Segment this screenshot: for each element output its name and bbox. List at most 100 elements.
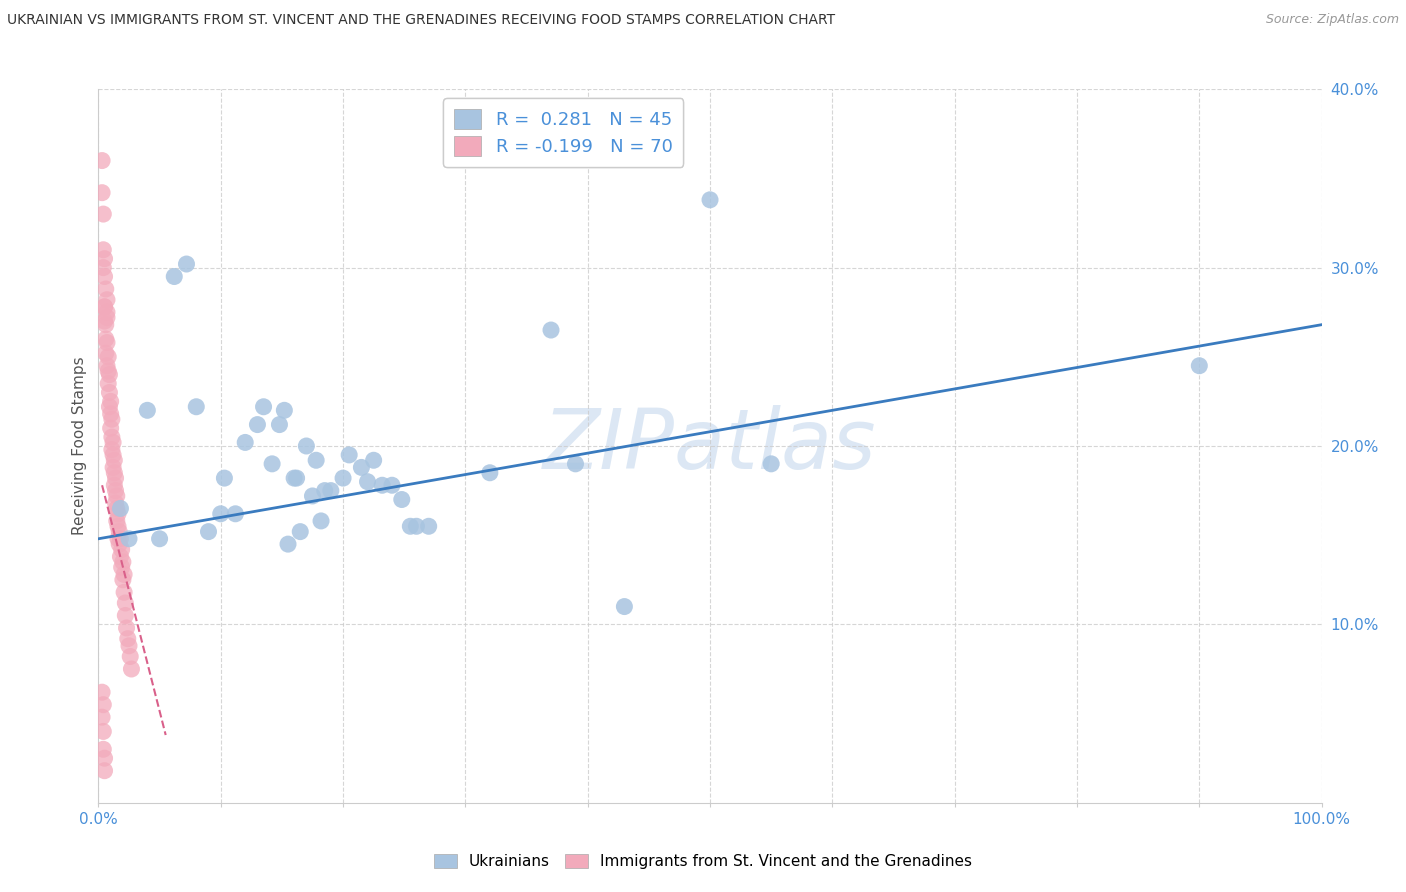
Point bbox=[100, 407, 122, 421]
Point bbox=[285, 471, 308, 485]
Text: ZIPatlas: ZIPatlas bbox=[543, 406, 877, 486]
Point bbox=[91, 724, 114, 739]
Point bbox=[350, 460, 373, 475]
Point bbox=[101, 460, 124, 475]
Point bbox=[91, 186, 114, 200]
Point bbox=[110, 532, 132, 546]
Point bbox=[381, 478, 404, 492]
Point bbox=[111, 573, 134, 587]
Point bbox=[418, 519, 440, 533]
Point bbox=[94, 332, 117, 346]
Point bbox=[1188, 359, 1211, 373]
Point bbox=[363, 453, 385, 467]
Point bbox=[262, 457, 284, 471]
Point bbox=[111, 560, 134, 574]
Point bbox=[269, 417, 291, 432]
Y-axis label: Receiving Food Stamps: Receiving Food Stamps bbox=[72, 357, 87, 535]
Point bbox=[309, 514, 332, 528]
Point bbox=[101, 435, 124, 450]
Point bbox=[233, 435, 256, 450]
Point bbox=[112, 585, 135, 599]
Point bbox=[163, 269, 186, 284]
Point bbox=[118, 639, 141, 653]
Point bbox=[136, 403, 159, 417]
Point bbox=[252, 400, 274, 414]
Point bbox=[110, 549, 132, 564]
Point bbox=[93, 300, 115, 314]
Point bbox=[114, 596, 136, 610]
Point bbox=[332, 471, 354, 485]
Point bbox=[295, 439, 318, 453]
Point bbox=[91, 710, 114, 724]
Point bbox=[97, 350, 120, 364]
Point bbox=[101, 448, 124, 462]
Point bbox=[305, 453, 328, 467]
Point bbox=[107, 532, 129, 546]
Point bbox=[209, 507, 232, 521]
Point bbox=[283, 471, 305, 485]
Point bbox=[111, 555, 134, 569]
Point bbox=[290, 524, 312, 539]
Point bbox=[115, 621, 138, 635]
Point bbox=[98, 385, 121, 400]
Point bbox=[93, 269, 115, 284]
Point bbox=[91, 153, 114, 168]
Point bbox=[371, 478, 394, 492]
Legend: R =  0.281   N = 45, R = -0.199   N = 70: R = 0.281 N = 45, R = -0.199 N = 70 bbox=[443, 98, 683, 167]
Point bbox=[197, 524, 219, 539]
Point bbox=[314, 483, 336, 498]
Point bbox=[91, 698, 114, 712]
Point bbox=[101, 412, 124, 426]
Point bbox=[478, 466, 501, 480]
Point bbox=[613, 599, 636, 614]
Text: UKRAINIAN VS IMMIGRANTS FROM ST. VINCENT AND THE GRENADINES RECEIVING FOOD STAMP: UKRAINIAN VS IMMIGRANTS FROM ST. VINCENT… bbox=[7, 13, 835, 28]
Point bbox=[186, 400, 208, 414]
Legend: Ukrainians, Immigrants from St. Vincent and the Grenadines: Ukrainians, Immigrants from St. Vincent … bbox=[427, 848, 979, 875]
Point bbox=[107, 519, 129, 533]
Point bbox=[94, 282, 117, 296]
Point bbox=[117, 632, 139, 646]
Point bbox=[101, 442, 124, 457]
Point bbox=[93, 252, 115, 266]
Point bbox=[246, 417, 269, 432]
Text: Source: ZipAtlas.com: Source: ZipAtlas.com bbox=[1265, 13, 1399, 27]
Point bbox=[103, 453, 125, 467]
Point bbox=[91, 260, 114, 275]
Point bbox=[104, 483, 127, 498]
Point bbox=[761, 457, 783, 471]
Point bbox=[176, 257, 198, 271]
Point bbox=[699, 193, 721, 207]
Point bbox=[96, 305, 118, 319]
Point bbox=[118, 532, 141, 546]
Point bbox=[399, 519, 422, 533]
Point bbox=[120, 662, 142, 676]
Point bbox=[96, 293, 118, 307]
Point bbox=[104, 471, 127, 485]
Point bbox=[107, 507, 129, 521]
Point bbox=[98, 400, 121, 414]
Point bbox=[100, 394, 122, 409]
Point bbox=[108, 524, 131, 539]
Point bbox=[114, 608, 136, 623]
Point bbox=[93, 764, 115, 778]
Point bbox=[564, 457, 586, 471]
Point bbox=[96, 335, 118, 350]
Point bbox=[105, 514, 128, 528]
Point bbox=[97, 376, 120, 391]
Point bbox=[277, 537, 299, 551]
Point bbox=[91, 742, 114, 756]
Point bbox=[104, 496, 127, 510]
Point bbox=[405, 519, 427, 533]
Point bbox=[93, 314, 115, 328]
Point bbox=[110, 501, 132, 516]
Point bbox=[391, 492, 413, 507]
Point bbox=[96, 310, 118, 325]
Point bbox=[96, 359, 118, 373]
Point bbox=[97, 364, 120, 378]
Point bbox=[94, 346, 117, 360]
Point bbox=[356, 475, 378, 489]
Point bbox=[224, 507, 246, 521]
Point bbox=[93, 751, 115, 765]
Point bbox=[301, 489, 323, 503]
Point bbox=[91, 685, 114, 699]
